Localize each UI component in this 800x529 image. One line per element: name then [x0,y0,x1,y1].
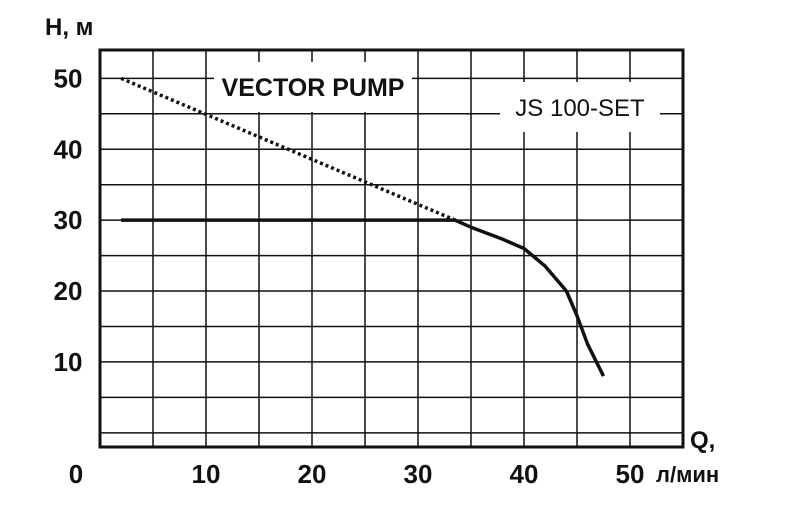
model-label: JS 100-SET [515,95,645,122]
plot-frame [98,48,685,449]
y-tick-label: 20 [54,276,83,306]
y-tick-label: 10 [54,347,83,377]
series-line-max-head [120,76,456,222]
chart-title: VECTOR PUMP [222,74,405,102]
x-axis-unit: л/мин [656,462,719,487]
x-tick-label: 10 [192,459,221,489]
y-tick-label: 50 [54,63,83,93]
x-tick-labels: 10 20 30 40 50 [192,459,645,489]
model-box-bg [500,82,660,132]
title-box: VECTOR PUMP [214,62,412,112]
x-tick-label: 50 [616,459,645,489]
y-tick-label: 40 [54,134,83,164]
series-line-performance [121,218,606,377]
x-axis-label: Q, [690,427,715,454]
x-tick-label: 30 [404,459,433,489]
series-group [120,76,606,377]
title-box-bg [214,62,412,112]
x-tick-label: 20 [298,459,327,489]
origin-label: 0 [69,459,83,489]
x-tick-label: 40 [510,459,539,489]
y-tick-label: 30 [54,205,83,235]
y-axis-label: H, м [45,14,93,41]
y-tick-labels: 10 20 30 40 50 [54,63,83,377]
model-box: JS 100-SET [500,82,660,132]
